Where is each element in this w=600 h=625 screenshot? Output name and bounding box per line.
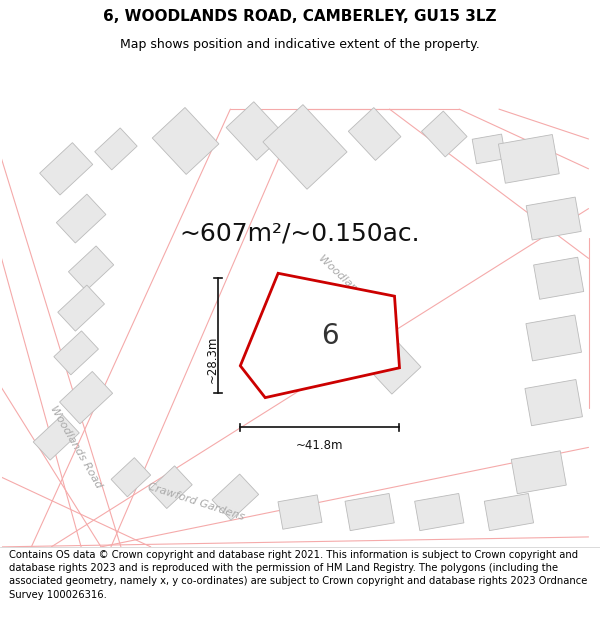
Polygon shape xyxy=(40,142,93,195)
Polygon shape xyxy=(533,258,584,299)
Polygon shape xyxy=(526,315,581,361)
Polygon shape xyxy=(526,197,581,240)
Polygon shape xyxy=(33,415,79,460)
Text: 6: 6 xyxy=(321,322,338,350)
Polygon shape xyxy=(68,246,114,291)
Polygon shape xyxy=(111,458,151,497)
Text: 6, WOODLANDS ROAD, CAMBERLEY, GU15 3LZ: 6, WOODLANDS ROAD, CAMBERLEY, GU15 3LZ xyxy=(103,9,497,24)
Polygon shape xyxy=(263,104,347,189)
Text: Crawford Gardens: Crawford Gardens xyxy=(146,482,245,522)
Polygon shape xyxy=(212,474,259,520)
Text: ~28.3m: ~28.3m xyxy=(206,336,219,383)
Polygon shape xyxy=(95,128,137,170)
Polygon shape xyxy=(278,495,322,529)
Text: ~41.8m: ~41.8m xyxy=(296,439,344,452)
Text: Woodlands Road: Woodlands Road xyxy=(317,253,392,324)
Polygon shape xyxy=(54,331,98,375)
Polygon shape xyxy=(56,194,106,243)
Polygon shape xyxy=(226,102,284,160)
Polygon shape xyxy=(59,371,113,424)
Polygon shape xyxy=(349,107,401,161)
Polygon shape xyxy=(525,379,583,426)
Text: Map shows position and indicative extent of the property.: Map shows position and indicative extent… xyxy=(120,38,480,51)
Polygon shape xyxy=(58,285,104,331)
Polygon shape xyxy=(421,111,467,157)
Text: Woodlands Road: Woodlands Road xyxy=(49,404,104,491)
Polygon shape xyxy=(472,134,506,164)
Polygon shape xyxy=(415,494,464,531)
Polygon shape xyxy=(345,494,394,531)
Text: Contains OS data © Crown copyright and database right 2021. This information is : Contains OS data © Crown copyright and d… xyxy=(9,550,587,599)
Text: ~607m²/~0.150ac.: ~607m²/~0.150ac. xyxy=(179,221,421,246)
Polygon shape xyxy=(149,466,192,509)
Polygon shape xyxy=(499,134,559,183)
Polygon shape xyxy=(368,341,421,394)
Polygon shape xyxy=(484,494,533,531)
Polygon shape xyxy=(511,451,566,494)
Polygon shape xyxy=(241,273,400,398)
Polygon shape xyxy=(296,289,373,367)
Polygon shape xyxy=(152,107,219,174)
